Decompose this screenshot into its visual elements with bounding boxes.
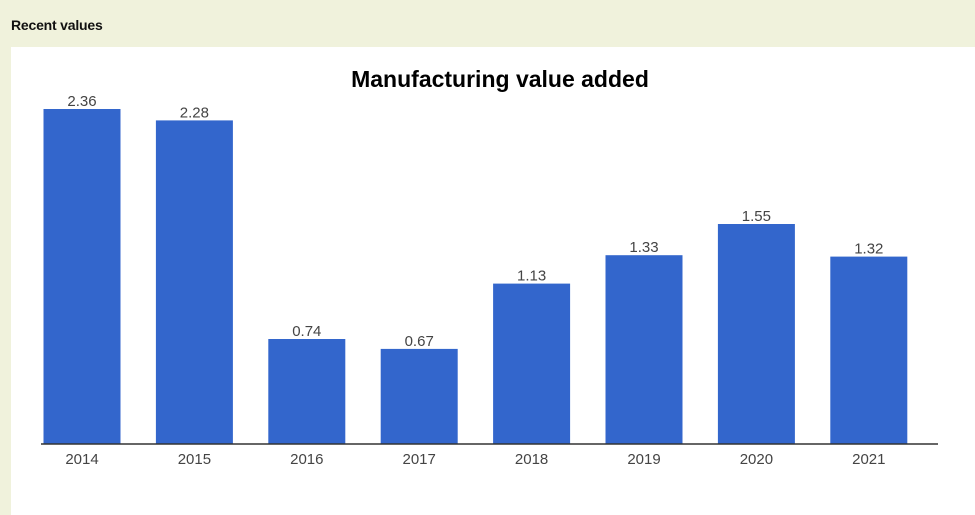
data-label-2016: 0.74 <box>292 323 321 340</box>
data-label-2017: 0.67 <box>405 333 434 350</box>
chart-title: Manufacturing value added <box>351 66 649 92</box>
x-tick-label-2014: 2014 <box>65 451 98 468</box>
x-tick-label-2016: 2016 <box>290 451 323 468</box>
bar-chart: Manufacturing value added 2.36 2.28 0.74 0.… <box>41 66 938 468</box>
data-label-2021: 1.32 <box>854 241 883 258</box>
data-label-2014: 2.36 <box>67 93 96 110</box>
x-tick-label-2015: 2015 <box>178 451 211 468</box>
data-label-2019: 1.33 <box>629 239 658 256</box>
bar-2014 <box>43 109 121 444</box>
data-label-2015: 2.28 <box>180 104 209 121</box>
bar-2019 <box>605 255 683 444</box>
bar-2021 <box>830 256 908 444</box>
bar-2020 <box>717 224 795 444</box>
x-tick-label-2020: 2020 <box>740 451 773 468</box>
data-label-2018: 1.13 <box>517 268 546 285</box>
x-tick-label-2017: 2017 <box>403 451 436 468</box>
data-labels-group: 2.36 2.28 0.74 0.67 1.13 1.33 1.55 1.32 <box>67 93 883 350</box>
x-tick-label-2019: 2019 <box>627 451 660 468</box>
x-axis-ticks-group: 2014 2015 2016 2017 2018 2019 2020 2021 <box>65 451 885 468</box>
section-label: Recent values <box>11 17 103 33</box>
bar-2018 <box>493 283 571 444</box>
bar-2017 <box>380 348 458 444</box>
bar-2016 <box>268 339 346 444</box>
x-tick-label-2021: 2021 <box>852 451 885 468</box>
bar-2015 <box>155 120 233 445</box>
data-label-2020: 1.55 <box>742 208 771 225</box>
bars-group <box>43 109 908 445</box>
chart-panel: Manufacturing value added 2.36 2.28 0.74 0.… <box>11 47 975 515</box>
x-tick-label-2018: 2018 <box>515 451 548 468</box>
